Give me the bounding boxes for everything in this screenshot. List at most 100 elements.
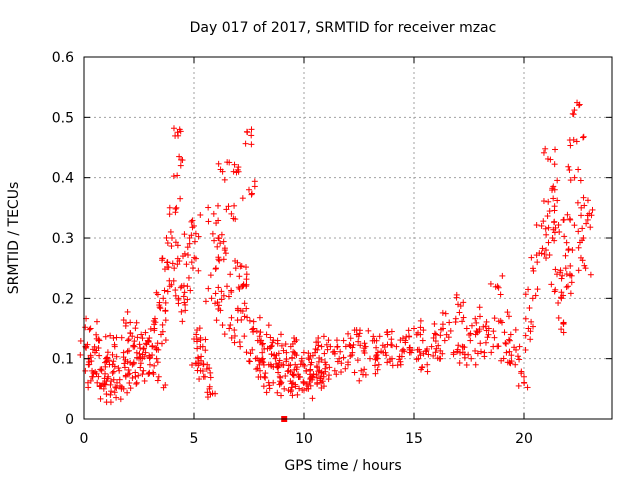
data-point [146, 335, 153, 342]
data-point [89, 373, 96, 380]
data-point [209, 390, 216, 397]
data-point [574, 99, 581, 106]
data-point [260, 361, 267, 368]
data-point [411, 325, 417, 332]
data-point [447, 327, 454, 334]
data-point [236, 339, 243, 346]
data-point [461, 351, 468, 358]
data-point [317, 375, 324, 382]
data-point [129, 374, 136, 381]
data-point [433, 331, 439, 338]
data-point [194, 367, 201, 374]
data-point [170, 125, 177, 132]
data-point [306, 356, 313, 363]
data-point [574, 199, 581, 206]
data-point [365, 327, 372, 334]
data-point [564, 211, 571, 218]
data-point [550, 195, 557, 202]
data-point [296, 385, 303, 392]
data-point [516, 343, 523, 350]
data-point [472, 361, 479, 368]
data-point [211, 237, 218, 244]
data-point [313, 339, 320, 346]
data-point [483, 327, 490, 334]
data-point [413, 356, 420, 363]
data-point [220, 256, 227, 263]
data-point [333, 337, 340, 344]
data-point [174, 172, 181, 179]
data-point [172, 287, 179, 294]
data-point [400, 335, 407, 342]
data-point [217, 166, 224, 173]
ticks [83, 56, 612, 420]
data-point [508, 352, 515, 359]
data-point [168, 243, 175, 250]
data-point [215, 235, 222, 242]
data-point [485, 331, 492, 338]
data-point [495, 318, 502, 325]
data-point [567, 177, 574, 184]
data-point [200, 373, 207, 380]
data-point [567, 142, 574, 149]
data-point [417, 317, 424, 324]
data-point [425, 351, 432, 358]
data-point [215, 160, 222, 167]
data-point [361, 345, 368, 352]
data-point [274, 363, 281, 370]
data-point [277, 374, 284, 381]
data-point [111, 389, 118, 396]
data-point [515, 382, 522, 389]
data-point [272, 355, 279, 362]
data-point [543, 247, 549, 254]
data-point [215, 302, 222, 309]
data-point [263, 331, 270, 338]
data-point [504, 309, 511, 316]
data-point [276, 357, 283, 364]
data-point [507, 331, 514, 338]
data-point [132, 325, 139, 332]
data-point [137, 364, 144, 371]
data-point [142, 349, 149, 356]
data-point [172, 209, 179, 216]
data-point [198, 353, 205, 360]
data-point [313, 363, 320, 370]
data-point [178, 308, 185, 315]
data-point [467, 330, 474, 337]
data-point [516, 356, 523, 363]
data-point [243, 128, 250, 135]
data-point [96, 383, 103, 390]
data-point [530, 323, 537, 330]
data-point [121, 364, 128, 371]
data-point [287, 343, 294, 350]
data-point [289, 392, 296, 399]
data-point [94, 379, 101, 386]
data-point [562, 265, 569, 272]
data-point [326, 364, 333, 371]
data-point [259, 340, 266, 347]
data-point [354, 357, 361, 364]
x-tick-label: 0 [80, 431, 89, 447]
data-point [212, 265, 219, 272]
data-point [512, 361, 519, 368]
data-point [477, 340, 484, 347]
data-point [111, 341, 118, 348]
data-point [558, 289, 565, 296]
data-point [282, 372, 289, 379]
data-point [202, 347, 209, 354]
data-point [215, 217, 222, 224]
data-point [565, 247, 572, 254]
data-point [456, 359, 463, 366]
data-point [481, 353, 488, 360]
data-point [407, 349, 414, 356]
data-point [349, 349, 356, 356]
data-point [560, 320, 567, 327]
data-point [228, 314, 235, 321]
data-point [182, 307, 189, 314]
data-point [528, 318, 535, 325]
grid [84, 57, 612, 419]
data-point [414, 346, 421, 353]
data-point [522, 346, 529, 353]
data-point [184, 296, 191, 303]
data-point [538, 250, 545, 257]
y-tick-label: 0 [65, 412, 74, 428]
